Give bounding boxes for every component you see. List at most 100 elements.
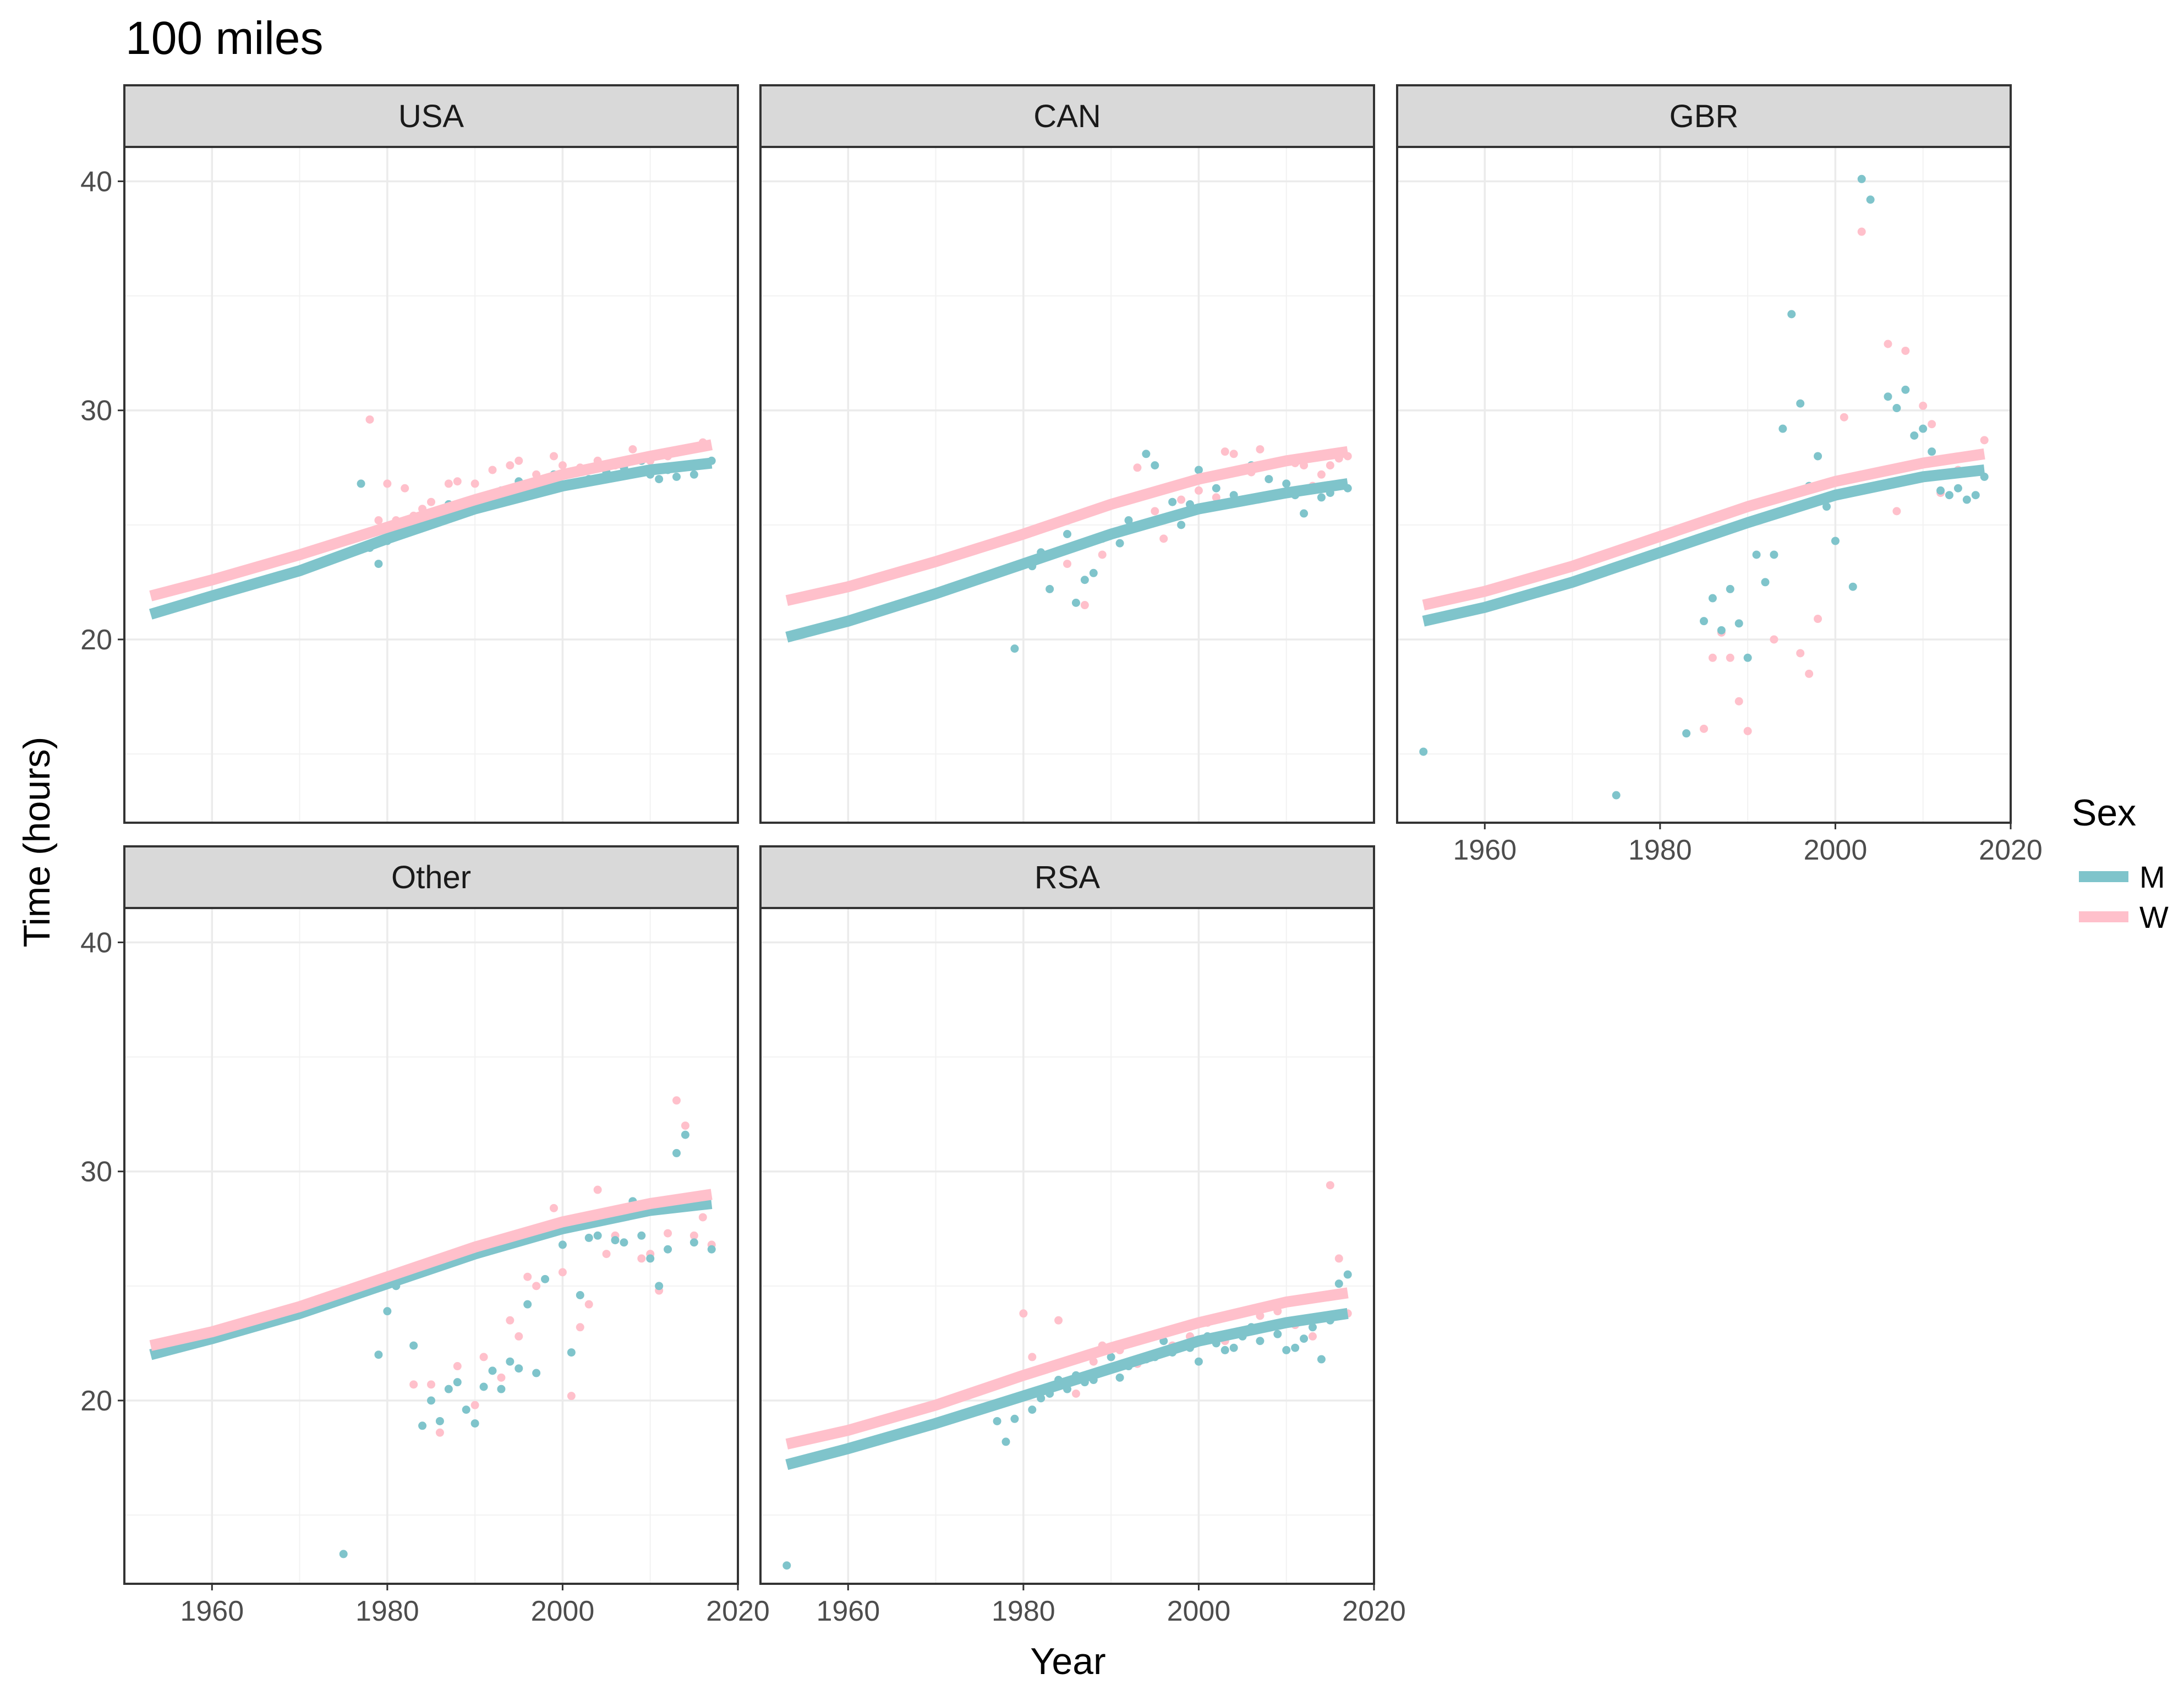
point-m [1212, 484, 1220, 493]
point-m [479, 1382, 488, 1391]
fit-line-m [1422, 464, 1985, 627]
point-w [453, 1362, 462, 1371]
fit-line-w [149, 1189, 713, 1351]
x-tick-label: 2000 [1804, 834, 1868, 866]
point-m [514, 1364, 523, 1373]
legend-label-w: W [2139, 900, 2169, 934]
point-w [514, 456, 523, 465]
point-w [506, 461, 514, 470]
point-w [1028, 1353, 1037, 1361]
point-m [1010, 1414, 1019, 1423]
panel-other: Other 20 30 40 1960 1980 2000 2020 [80, 845, 770, 1627]
point-m [1971, 491, 1980, 500]
point-m [672, 1148, 681, 1157]
fit-line-m [785, 478, 1349, 643]
point-m [1080, 576, 1089, 584]
point-m [646, 1254, 655, 1263]
point-m [655, 1282, 664, 1290]
point-m [1814, 452, 1822, 461]
point-w [1743, 726, 1752, 735]
fit-line-m [785, 1308, 1349, 1470]
x-tick-label: 1980 [992, 1595, 1055, 1627]
point-w [470, 1401, 479, 1409]
point-w [1726, 653, 1734, 662]
point-w [514, 1332, 523, 1341]
point-w [1194, 486, 1203, 495]
panel-background [760, 908, 1374, 1584]
point-m [637, 1231, 646, 1240]
point-w [576, 1323, 584, 1332]
point-w [1054, 1316, 1063, 1325]
point-m [1256, 1337, 1265, 1346]
point-w [1840, 413, 1848, 422]
y-tick-label: 40 [80, 927, 112, 959]
point-w [453, 477, 462, 486]
point-w [374, 516, 383, 525]
point-w [1814, 615, 1822, 623]
point-w [664, 1229, 672, 1238]
fit-line-m [149, 457, 713, 620]
point-m [1282, 479, 1291, 488]
point-m [672, 472, 681, 481]
point-w [681, 1121, 689, 1130]
facet-strip [123, 84, 739, 148]
point-m [1300, 509, 1309, 518]
point-w [1700, 724, 1708, 733]
point-m [689, 1238, 698, 1247]
point-m [1726, 584, 1734, 593]
point-m [1063, 529, 1071, 538]
point-w [1796, 649, 1805, 658]
point-m [1743, 653, 1752, 662]
point-m [1831, 537, 1840, 545]
panels-container: USA 20 30 40 CAN GBR 1960 1980 2000 2020 Other 20 30… [80, 84, 2043, 1627]
point-m [374, 1350, 383, 1359]
point-m [664, 1245, 672, 1254]
x-tick-label: 1960 [1453, 834, 1517, 866]
point-w [1071, 1389, 1080, 1398]
point-w [1892, 507, 1901, 516]
point-m [1796, 399, 1805, 408]
point-w [1734, 697, 1743, 705]
point-m [435, 1416, 444, 1425]
facet-strip [1396, 84, 2012, 148]
point-m [782, 1561, 791, 1570]
point-w [593, 1185, 602, 1194]
point-m [1265, 475, 1273, 484]
point-m [1936, 486, 1945, 495]
legend-title: Sex [2072, 792, 2136, 834]
point-m [1910, 431, 1919, 440]
facet-strip [123, 845, 739, 909]
facet-strip [759, 84, 1375, 148]
point-w [1177, 495, 1186, 504]
panel-rsa: RSA 1960 1980 2000 2020 [759, 845, 1406, 1627]
point-w [427, 497, 435, 506]
point-m [707, 1245, 716, 1254]
point-m [1194, 1357, 1203, 1366]
point-m [1928, 447, 1936, 456]
point-m [1334, 1279, 1343, 1288]
point-m [1115, 539, 1124, 548]
point-w [1133, 463, 1142, 472]
fit-line-w [785, 446, 1349, 606]
point-w [1256, 445, 1265, 453]
point-w [689, 1231, 698, 1240]
facet-strip [759, 845, 1375, 909]
point-w [435, 1428, 444, 1437]
point-m [1682, 729, 1691, 738]
facet-strip-label: RSA [1034, 860, 1101, 895]
facet-strip-label: GBR [1670, 99, 1739, 134]
point-w [1326, 1181, 1334, 1190]
point-w [1151, 507, 1159, 516]
point-m [453, 1378, 462, 1387]
point-w [497, 1373, 506, 1382]
point-w [567, 1392, 576, 1401]
point-m [1343, 1270, 1352, 1279]
point-m [1761, 578, 1770, 587]
point-w [628, 445, 637, 453]
point-w [1980, 436, 1989, 445]
point-m [541, 1275, 550, 1283]
point-w [1229, 450, 1238, 458]
point-m [383, 1307, 392, 1316]
point-m [506, 1357, 514, 1366]
point-m [1300, 1334, 1309, 1343]
